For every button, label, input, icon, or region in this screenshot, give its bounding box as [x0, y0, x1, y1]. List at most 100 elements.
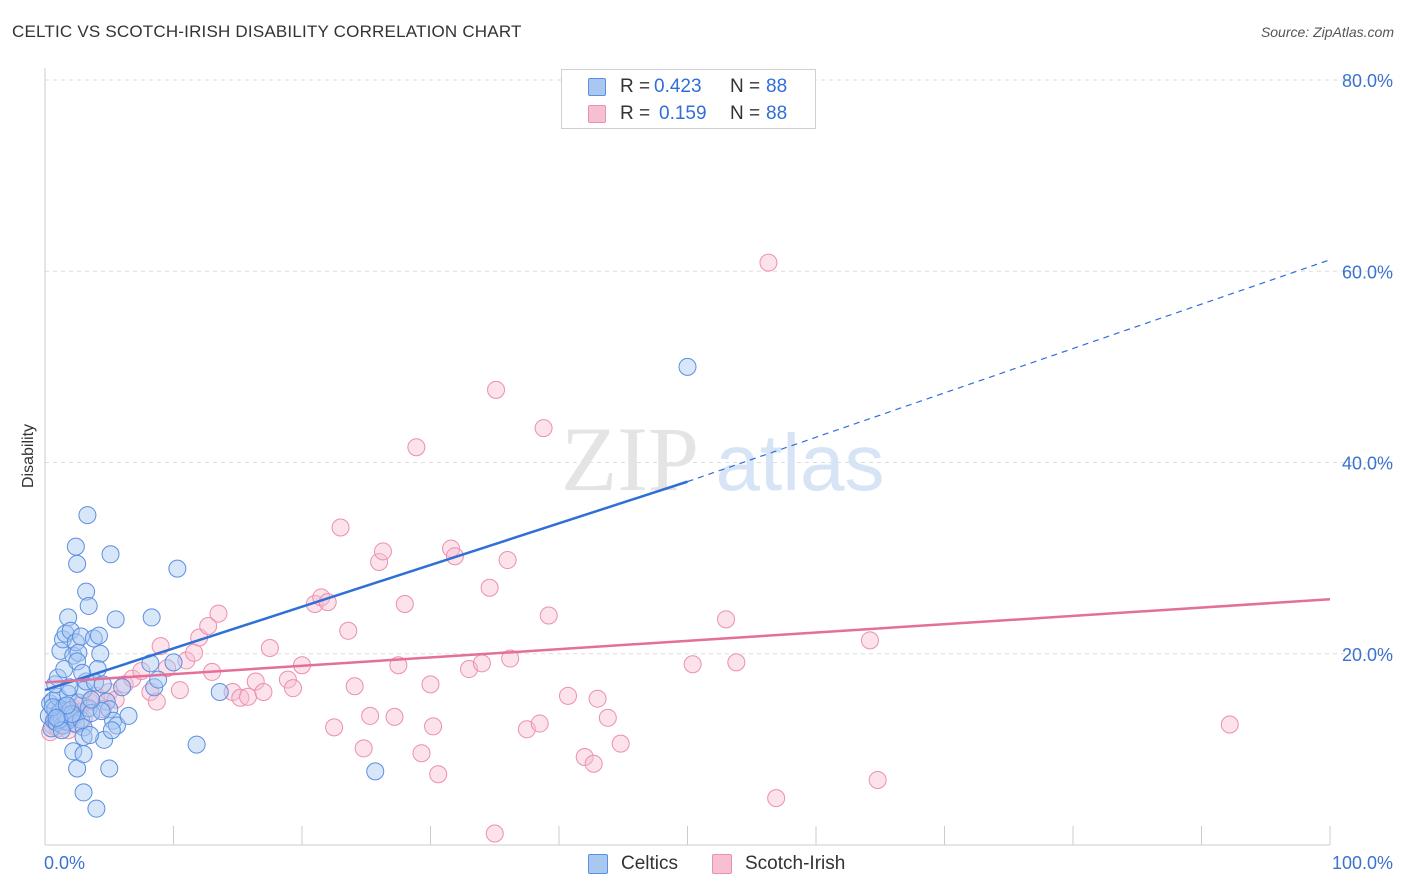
scotch-irish-point [354, 739, 373, 758]
y-tick-label: 80.0% [1342, 71, 1393, 91]
celtics-point [101, 545, 120, 564]
scotch-irish-point [480, 578, 499, 597]
legend-n-label: N = [730, 103, 761, 124]
scotch-irish-point [501, 649, 520, 668]
y-tick-label: 20.0% [1342, 645, 1393, 665]
celtics-point [113, 678, 132, 697]
scotch-irish-point [534, 419, 553, 438]
celtics-point [74, 745, 93, 764]
y-tick-label: 40.0% [1342, 454, 1393, 474]
scotch-irish-point [147, 692, 166, 711]
legend-n-value: 88 [766, 103, 788, 124]
scotch-irish-point [231, 688, 250, 707]
scotch-irish-point [487, 380, 506, 399]
scotch-irish-point [185, 643, 204, 662]
celtics-point [74, 718, 93, 737]
scotch-irish-point [260, 639, 279, 658]
scotch-irish-point [727, 653, 746, 672]
source-label[interactable]: Source: ZipAtlas.com [1260, 24, 1394, 40]
scotch-irish-point [759, 253, 778, 272]
scotch-irish-point [412, 744, 431, 763]
celtics-point [80, 726, 99, 745]
scotch-irish-point [373, 542, 392, 561]
chart-title: CELTIC VS SCOTCH-IRISH DISABILITY CORREL… [12, 22, 522, 41]
celtics-point [142, 608, 161, 627]
scotch-irish-legend-icon [712, 854, 732, 874]
celtics-point [59, 608, 78, 627]
celtics-point [68, 652, 87, 671]
celtics-point [47, 708, 66, 727]
celtics-point [61, 621, 80, 640]
scotch-irish-point [472, 654, 491, 673]
scotch-irish-point [370, 552, 389, 571]
trend-lines [44, 259, 1331, 692]
celtics-swatch-icon [588, 78, 606, 96]
scotch-irish-point [325, 718, 344, 737]
celtics-point [164, 653, 183, 672]
celtics-point [79, 596, 98, 615]
scotch-irish-point [717, 610, 736, 629]
celtics-point [43, 698, 62, 717]
scotch-irish-point [246, 672, 265, 691]
scotch-irish-legend-label: Scotch-Irish [745, 853, 846, 874]
axes [44, 68, 1331, 846]
gridlines [45, 79, 1395, 655]
celtics-trend-line [44, 480, 688, 692]
scotch-irish-point [530, 714, 549, 733]
scotch-irish-point [683, 655, 702, 674]
scotch-irish-point [209, 604, 228, 623]
y-axis-label: Disability [20, 424, 37, 488]
celtics-point [91, 644, 110, 663]
scotch-irish-point [284, 679, 303, 698]
celtics-point [89, 626, 108, 645]
scotch-irish-point [860, 631, 879, 650]
celtics-point [100, 700, 119, 719]
x-tick-label: 100.0% [1332, 853, 1393, 873]
scotch-irish-trend-line [44, 597, 1331, 684]
celtics-point [57, 696, 76, 715]
celtics-point [102, 721, 121, 740]
scotch-irish-points [41, 253, 1239, 843]
scotch-irish-point [1220, 715, 1239, 734]
scotch-irish-point [407, 438, 426, 457]
celtics-point [66, 633, 85, 652]
scotch-irish-point [868, 770, 887, 789]
celtics-point [366, 762, 385, 781]
scotch-irish-point [429, 765, 448, 784]
x-tick-label: 0.0% [44, 853, 85, 873]
celtics-point [100, 759, 119, 778]
celtics-point [62, 704, 81, 723]
celtics-point [74, 783, 93, 802]
scotch-irish-point [170, 681, 189, 700]
celtics-point [210, 683, 229, 701]
watermark: ZIP atlas [561, 408, 884, 510]
scotch-irish-point [539, 606, 558, 625]
scotch-irish-point [385, 707, 404, 726]
legend-r-label: R = [620, 76, 651, 97]
scotch-irish-point [254, 683, 273, 701]
scotch-irish-point [498, 551, 517, 570]
scotch-irish-point [575, 748, 594, 767]
legend-row-scotch-irish: R = 0.159 N = 88 [562, 101, 815, 127]
celtics-point [107, 716, 126, 735]
scotch-irish-point [361, 706, 380, 725]
legend-r-label: R = [620, 103, 651, 124]
celtics-point [77, 582, 96, 601]
legend-r-value: 0.159 [659, 103, 707, 124]
scotch-irish-point [395, 595, 414, 614]
scotch-irish-point [485, 824, 504, 843]
scotch-irish-point [767, 789, 786, 808]
legend-n-label: N = [730, 76, 761, 97]
scotch-irish-point [331, 518, 350, 537]
scotch-irish-point [584, 754, 603, 773]
celtics-point [92, 702, 111, 721]
scotch-irish-point [339, 621, 358, 640]
celtics-point [106, 610, 125, 629]
celtics-point [64, 742, 83, 761]
watermark-atlas: atlas [716, 418, 885, 507]
celtics-point [678, 357, 697, 376]
scotch-irish-point [424, 717, 443, 736]
correlation-legend: R = 0.423 N = 88 R = 0.159 N = 88 [561, 69, 816, 129]
scotch-irish-point [199, 617, 218, 636]
legend-row-celtics: R = 0.423 N = 88 [562, 74, 815, 100]
